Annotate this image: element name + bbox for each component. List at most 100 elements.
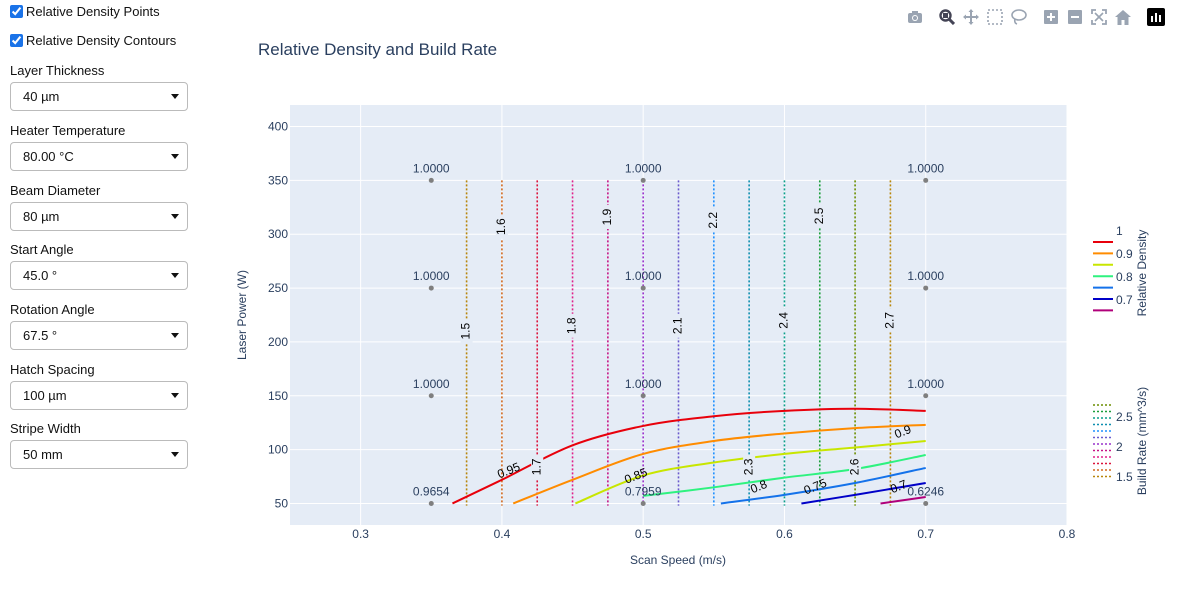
stripe-width-value: 50 mm (23, 447, 63, 462)
density-colorbar-tick: 0.8 (1116, 270, 1133, 284)
lasso-icon[interactable] (1008, 6, 1030, 28)
relative-density-contours-checkbox[interactable] (10, 34, 23, 47)
hatch-spacing-value: 100 µm (23, 388, 67, 403)
contour-label-bg (601, 205, 614, 229)
contour-label-bg (672, 313, 685, 338)
density-point (923, 285, 929, 291)
y-axis-label: Laser Power (W) (235, 270, 249, 360)
contour-label-bg (813, 203, 826, 228)
layer-thickness-value: 40 µm (23, 89, 60, 104)
build-rate-contour-label: 1.6 (494, 218, 508, 235)
density-point (428, 285, 434, 291)
density-point-label: 1.0000 (907, 161, 944, 175)
build-rate-contour-label: 2.1 (671, 317, 685, 334)
y-tick-label: 200 (268, 335, 288, 349)
density-point (640, 285, 646, 291)
start-angle-field: Start Angle 45.0 ° (10, 242, 190, 290)
rotation-angle-select[interactable]: 67.5 ° (10, 321, 188, 350)
layer-thickness-label: Layer Thickness (10, 63, 105, 78)
control-panel: Relative Density Points Relative Density… (0, 0, 205, 613)
density-contour-line (880, 496, 926, 505)
build-rate-contour-label: 2.2 (706, 212, 720, 229)
rotation-angle-field: Rotation Angle 67.5 ° (10, 302, 190, 350)
chevron-down-icon (171, 333, 179, 338)
x-tick-label: 0.8 (1059, 527, 1076, 541)
y-tick-label: 100 (268, 443, 288, 457)
relative-density-points-checkbox[interactable] (10, 5, 23, 18)
chevron-down-icon (171, 452, 179, 457)
x-tick-label: 0.3 (352, 527, 369, 541)
beam-diameter-value: 80 µm (23, 209, 60, 224)
beam-diameter-label: Beam Diameter (10, 183, 101, 198)
density-points: 1.0000 1.0000 1.0000 1.0000 1.0000 1.0000 1.00… (413, 161, 944, 506)
heater-temperature-value: 80.00 °C (23, 149, 74, 164)
start-angle-label: Start Angle (10, 242, 74, 257)
build-rate-contour-label: 2.5 (812, 207, 826, 224)
build-rate-colorbar-tick: 2 (1116, 440, 1123, 454)
contour-label-bg (531, 454, 544, 479)
y-tick-label: 150 (268, 389, 288, 403)
density-point-label: 0.6246 (907, 484, 944, 498)
relative-density-colorbar-title: Relative Density (1135, 230, 1149, 317)
camera-icon[interactable] (904, 6, 926, 28)
layer-thickness-field: Layer Thickness 40 µm (10, 63, 190, 111)
y-axis-ticks: 50 100 150 200 250 300 350 400 (268, 120, 288, 511)
density-contour-label: 0.9 (892, 422, 913, 441)
chevron-down-icon (171, 273, 179, 278)
contour-label-bg (778, 308, 791, 333)
stripe-width-select[interactable]: 50 mm (10, 440, 188, 469)
layer-thickness-select[interactable]: 40 µm (10, 82, 188, 111)
build-rate-contour-label: 1.9 (600, 208, 614, 225)
chevron-down-icon (171, 94, 179, 99)
relative-density-points-toggle[interactable]: Relative Density Points (9, 4, 160, 19)
x-tick-label: 0.4 (494, 527, 511, 541)
density-point (640, 500, 646, 506)
contour-label-bg (743, 454, 756, 479)
x-axis-ticks: 0.3 0.4 0.5 0.6 0.7 0.8 (352, 527, 1075, 541)
rotation-angle-label: Rotation Angle (10, 302, 95, 317)
heater-temperature-select[interactable]: 80.00 °C (10, 142, 188, 171)
contour-label-bg (495, 214, 508, 239)
pan-icon[interactable] (960, 6, 982, 28)
beam-diameter-select[interactable]: 80 µm (10, 202, 188, 231)
y-tick-label: 50 (275, 496, 289, 510)
density-point-label: 1.0000 (907, 269, 944, 283)
density-point (640, 177, 646, 183)
density-contour-label: 0.8 (748, 477, 769, 496)
x-tick-label: 0.7 (917, 527, 934, 541)
density-contour-label: 0.7 (888, 477, 909, 496)
density-point-label: 1.0000 (625, 377, 662, 391)
density-point-label: 0.9654 (413, 484, 450, 498)
density-point (923, 177, 929, 183)
relative-density-contours-toggle[interactable]: Relative Density Contours (9, 33, 176, 48)
density-point-label: 1.0000 (907, 377, 944, 391)
density-point (640, 393, 646, 399)
chevron-down-icon (171, 154, 179, 159)
contour-label-bg (566, 313, 579, 338)
start-angle-select[interactable]: 45.0 ° (10, 261, 188, 290)
plotly-logo-icon[interactable] (1145, 6, 1167, 28)
heater-temperature-field: Heater Temperature 80.00 °C (10, 123, 190, 171)
x-axis-label: Scan Speed (m/s) (630, 553, 726, 567)
contour-label-bg (707, 208, 720, 233)
density-point (428, 177, 434, 183)
home-icon[interactable] (1112, 6, 1134, 28)
density-contour-line (452, 407, 926, 505)
autoscale-icon[interactable] (1088, 6, 1110, 28)
start-angle-value: 45.0 ° (23, 268, 58, 283)
density-point-label: 1.0000 (413, 377, 450, 391)
zoom-in-icon[interactable] (1040, 6, 1062, 28)
density-point-label: 1.0000 (625, 161, 662, 175)
zoom-icon[interactable] (936, 6, 958, 28)
density-colorbar-tick: 1 (1116, 224, 1123, 238)
box-select-icon[interactable] (984, 6, 1006, 28)
build-rate-contour-label: 2.4 (777, 312, 791, 329)
y-tick-label: 300 (268, 227, 288, 241)
density-point-label: 1.0000 (413, 269, 450, 283)
zoom-out-icon[interactable] (1064, 6, 1086, 28)
density-colorbar-tick: 0.9 (1116, 247, 1133, 261)
x-tick-label: 0.6 (776, 527, 793, 541)
hatch-spacing-select[interactable]: 100 µm (10, 381, 188, 410)
relative-density-colorbar: 1 0.9 0.8 0.7 (1093, 224, 1133, 312)
